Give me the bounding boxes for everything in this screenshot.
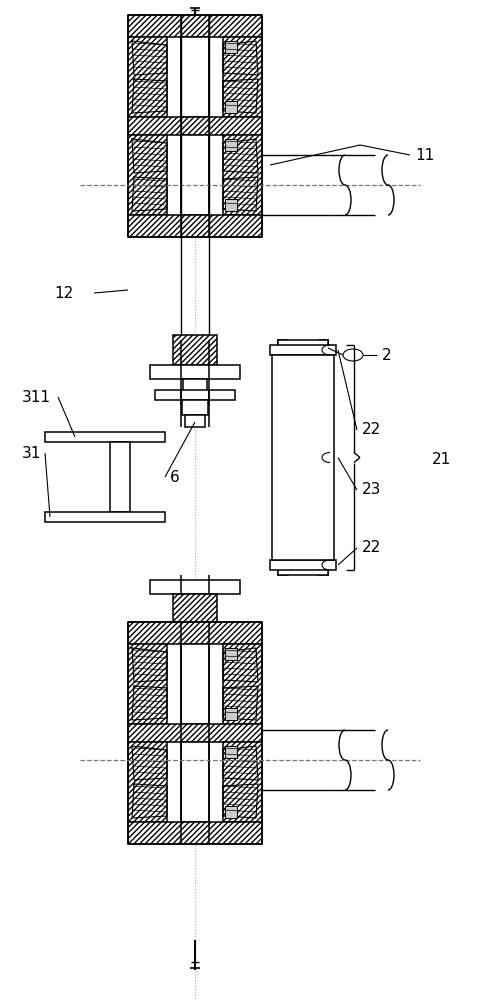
- Polygon shape: [223, 41, 257, 75]
- Bar: [155, 390, 235, 400]
- Bar: [181, 644, 209, 724]
- Bar: [128, 117, 261, 135]
- Bar: [128, 622, 261, 644]
- Polygon shape: [132, 139, 166, 173]
- Polygon shape: [223, 79, 257, 113]
- Bar: [181, 37, 209, 117]
- Bar: [128, 215, 261, 237]
- Bar: [225, 139, 237, 151]
- Bar: [45, 512, 165, 522]
- Polygon shape: [223, 746, 257, 780]
- Text: 6: 6: [170, 471, 180, 486]
- Bar: [182, 379, 207, 395]
- Bar: [270, 345, 335, 355]
- Bar: [277, 340, 327, 350]
- Bar: [277, 565, 327, 575]
- Bar: [128, 724, 261, 742]
- Bar: [225, 746, 237, 758]
- Text: 22: 22: [361, 540, 380, 556]
- Polygon shape: [132, 79, 166, 113]
- Text: 12: 12: [54, 286, 73, 300]
- Polygon shape: [223, 784, 257, 818]
- Text: 311: 311: [22, 389, 51, 404]
- Bar: [270, 560, 335, 570]
- Polygon shape: [132, 177, 166, 211]
- Bar: [225, 199, 237, 211]
- Bar: [128, 37, 166, 117]
- Bar: [186, 395, 204, 405]
- Bar: [272, 355, 333, 560]
- Text: 22: 22: [361, 422, 380, 438]
- Bar: [223, 135, 261, 215]
- Polygon shape: [223, 177, 257, 211]
- Bar: [225, 708, 237, 720]
- Bar: [128, 135, 166, 215]
- Bar: [225, 101, 237, 113]
- Polygon shape: [132, 41, 166, 75]
- Bar: [182, 400, 208, 415]
- Polygon shape: [223, 139, 257, 173]
- Polygon shape: [223, 648, 257, 682]
- Bar: [225, 41, 237, 53]
- Polygon shape: [132, 648, 166, 682]
- Bar: [110, 442, 130, 512]
- Bar: [318, 340, 327, 575]
- Text: 21: 21: [431, 452, 450, 468]
- Polygon shape: [223, 686, 257, 720]
- Bar: [150, 365, 240, 379]
- Text: 31: 31: [22, 446, 41, 460]
- Bar: [223, 37, 261, 117]
- Polygon shape: [132, 686, 166, 720]
- Bar: [181, 135, 209, 215]
- Polygon shape: [132, 784, 166, 818]
- Bar: [45, 432, 165, 442]
- Bar: [128, 15, 261, 37]
- Bar: [184, 415, 205, 427]
- Bar: [150, 580, 240, 594]
- Bar: [128, 742, 166, 822]
- Bar: [173, 594, 216, 622]
- Text: 2: 2: [381, 348, 391, 362]
- Text: 23: 23: [361, 483, 380, 497]
- Bar: [225, 648, 237, 660]
- Bar: [128, 644, 166, 724]
- Text: 11: 11: [414, 148, 433, 163]
- Bar: [223, 644, 261, 724]
- Bar: [223, 742, 261, 822]
- Bar: [128, 822, 261, 844]
- Bar: [277, 340, 287, 575]
- Polygon shape: [132, 746, 166, 780]
- Bar: [225, 806, 237, 818]
- Bar: [173, 335, 216, 365]
- Bar: [181, 742, 209, 822]
